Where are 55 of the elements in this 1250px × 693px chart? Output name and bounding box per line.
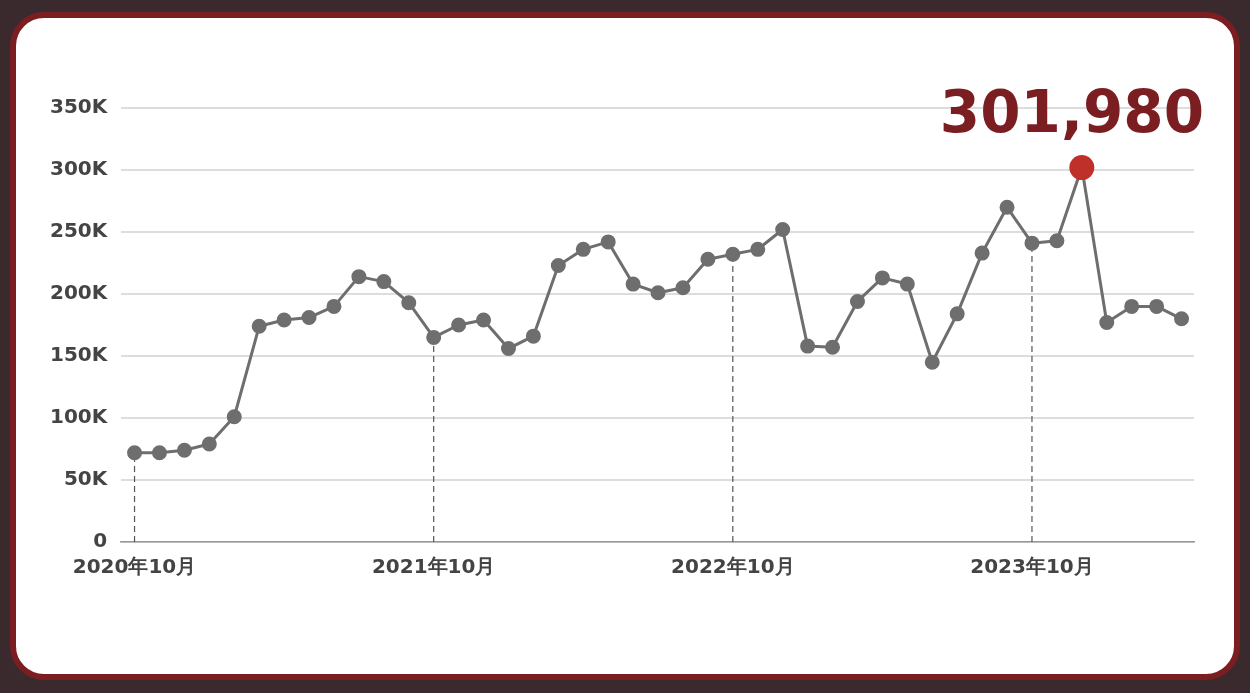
- point: [301, 310, 317, 326]
- point: [251, 318, 267, 334]
- x-tick-label: 2020年10月: [72, 554, 197, 579]
- x-tick-label: 2022年10月: [671, 554, 795, 579]
- y-tick-label: 100K: [50, 404, 109, 429]
- point: [451, 317, 467, 333]
- point: [924, 354, 940, 370]
- point: [800, 338, 816, 354]
- point: [650, 285, 666, 301]
- point: [874, 270, 890, 286]
- point: [899, 276, 915, 292]
- point: [1024, 235, 1040, 251]
- x-tick-label: 2021年10月: [371, 554, 496, 579]
- point: [700, 251, 716, 267]
- point: [401, 295, 417, 311]
- point: [1124, 298, 1140, 314]
- point: [276, 312, 292, 328]
- point: [351, 269, 367, 285]
- point: [949, 306, 965, 322]
- y-tick-label: 300K: [50, 156, 109, 181]
- y-tick-label: 200K: [50, 280, 109, 305]
- point: [849, 293, 865, 309]
- annotation: 301,980: [939, 77, 1204, 146]
- point: [625, 276, 641, 292]
- point: [525, 328, 541, 344]
- point: [999, 199, 1015, 215]
- point: [1049, 233, 1065, 249]
- point: [376, 274, 392, 290]
- point: [1099, 315, 1115, 331]
- point: [775, 222, 791, 238]
- point: [575, 241, 591, 257]
- x-tick-label: 2023年10月: [970, 554, 1094, 579]
- point: [750, 241, 766, 257]
- point: [226, 409, 242, 425]
- y-tick-label: 150K: [50, 342, 109, 367]
- point: [201, 436, 217, 452]
- point: [974, 245, 990, 261]
- point: [476, 312, 492, 328]
- y-tick-label: 0: [93, 528, 108, 553]
- point: [176, 442, 192, 458]
- point: [600, 234, 616, 250]
- point: [550, 257, 566, 273]
- point: [500, 341, 516, 357]
- point: [1174, 311, 1190, 327]
- y-tick-label: 50K: [63, 466, 109, 491]
- point: [326, 298, 342, 314]
- point: [675, 280, 691, 296]
- y-tick-label: 350K: [50, 94, 109, 119]
- point: [426, 329, 442, 345]
- point: [825, 339, 841, 355]
- y-tick-label: 250K: [50, 218, 109, 243]
- point: [127, 445, 143, 461]
- point: [151, 445, 167, 461]
- point: [1149, 298, 1165, 314]
- point: [725, 246, 741, 262]
